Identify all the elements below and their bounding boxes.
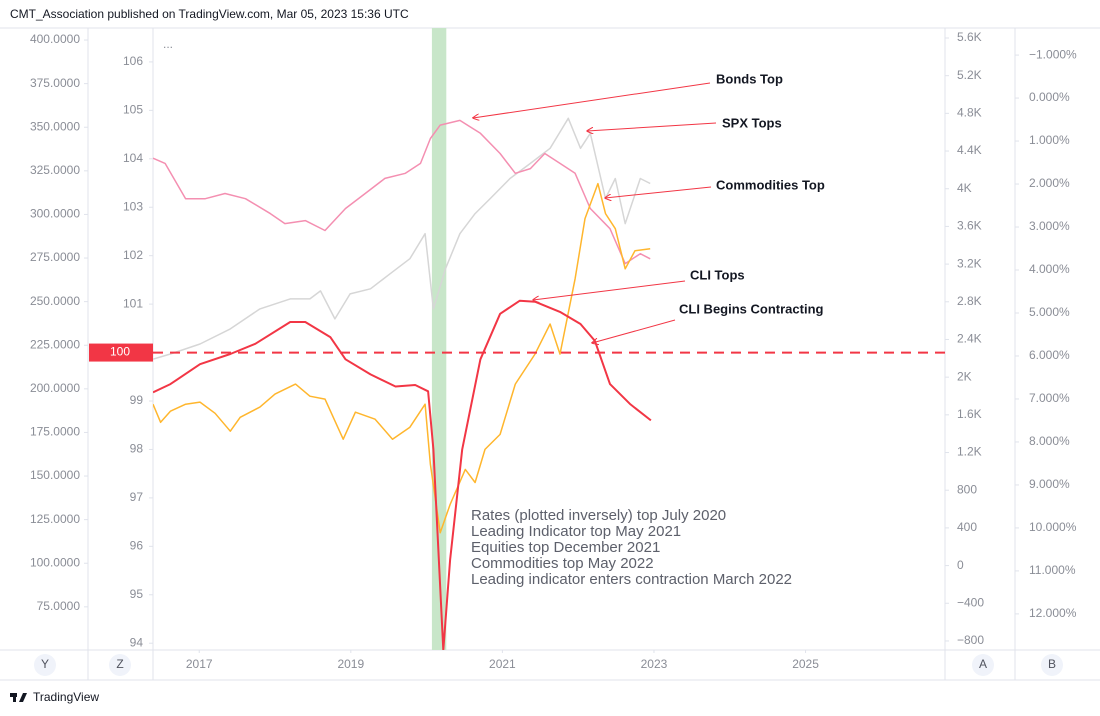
axis-tick-label: 1.2K xyxy=(957,445,982,459)
annotation-arrow xyxy=(592,319,676,343)
axis-tick-label: 9.000% xyxy=(1029,477,1070,491)
series-line xyxy=(153,117,651,360)
axis-tick-label: 1.6K xyxy=(957,407,982,421)
axis-tick-label: 3.000% xyxy=(1029,219,1070,233)
axis-tick-label: 125.0000 xyxy=(30,512,80,526)
x-tick-label: 2025 xyxy=(792,657,819,671)
x-tick-label: 2021 xyxy=(489,657,516,671)
axis-tick-label: 96 xyxy=(130,539,144,553)
axis-tick-label: 11.000% xyxy=(1029,563,1076,577)
axis-tick-label: 400.0000 xyxy=(30,32,80,46)
axis-tick-label: 7.000% xyxy=(1029,391,1070,405)
axis-tick-label: 0 xyxy=(957,558,964,572)
axis-tick-label: 2K xyxy=(957,369,972,383)
axis-tick-label: 8.000% xyxy=(1029,434,1070,448)
axis-tick-label: −400 xyxy=(957,595,984,609)
axis-tick-label: 200.0000 xyxy=(30,381,80,395)
plot xyxy=(153,28,652,650)
axis-tick-label: 75.0000 xyxy=(37,599,81,613)
axis-tick-label: 5.2K xyxy=(957,68,982,82)
note-line: Leading Indicator top May 2021 xyxy=(471,523,681,540)
series-line xyxy=(153,299,652,650)
footer: TradingView xyxy=(33,690,99,704)
axis-tick-label: −1.000% xyxy=(1029,47,1077,61)
axis-tick-label: 4.4K xyxy=(957,143,982,157)
axis-tick-label: 3.2K xyxy=(957,256,982,270)
axis-tick-label: 2.000% xyxy=(1029,176,1070,190)
axis-tick-label: 12.000% xyxy=(1029,606,1077,620)
series-line xyxy=(153,119,651,265)
axis-tick-label: 5.6K xyxy=(957,30,982,44)
axis-tick-label: 97 xyxy=(130,490,144,504)
note-line: Equities top December 2021 xyxy=(471,539,660,556)
axis-tick-label: 0.000% xyxy=(1029,90,1070,104)
axis-tick-label: 101 xyxy=(123,296,143,310)
menu[interactable]: ... xyxy=(163,37,173,51)
axis-tick-label: 800 xyxy=(957,482,977,496)
x-tick-label: 2017 xyxy=(186,657,213,671)
axis-tick-label: 150.0000 xyxy=(30,468,80,482)
note-line: Leading indicator enters contraction Mar… xyxy=(471,571,792,588)
axis-tick-label: 325.0000 xyxy=(30,163,80,177)
annotation: Commodities Top xyxy=(716,177,825,192)
axis-tick-label: 94 xyxy=(130,635,144,649)
axis-tick-label: 2.8K xyxy=(957,294,982,308)
header: CMT_Association published on TradingView… xyxy=(10,7,409,21)
axis-tick-label: 100.0000 xyxy=(30,555,80,569)
axis-tick-label: 95 xyxy=(130,587,144,601)
axis-button[interactable] xyxy=(972,654,994,676)
level-label-bg xyxy=(89,343,153,362)
axis-tick-label: 10.000% xyxy=(1029,520,1077,534)
axis-tick-label: 225.0000 xyxy=(30,337,80,351)
annotation-arrow xyxy=(587,122,717,131)
axis-tick-label: 102 xyxy=(123,248,143,262)
axis-tick-label: 3.6K xyxy=(957,219,982,233)
note-line: Commodities top May 2022 xyxy=(471,555,654,572)
axis-tick-label: 4.8K xyxy=(957,106,982,120)
annotation-arrow xyxy=(533,280,686,300)
axis-name: A xyxy=(979,657,987,671)
annotation: CLI Tops xyxy=(690,267,745,282)
axis-tick-label: 6.000% xyxy=(1029,348,1070,362)
annotation: SPX Tops xyxy=(722,115,782,130)
note-line: Rates (plotted inversely) top July 2020 xyxy=(471,507,726,524)
axis-name: Y xyxy=(41,657,49,671)
axis-button[interactable] xyxy=(1041,654,1063,676)
annotation: Bonds Top xyxy=(716,71,783,86)
axis-tick-label: 5.000% xyxy=(1029,305,1070,319)
axis-tick-label: 300.0000 xyxy=(30,207,80,221)
axis-tick-label: 400 xyxy=(957,520,977,534)
axis-tick-label: −800 xyxy=(957,633,984,647)
series-line xyxy=(153,182,651,534)
axis-tick-label: 98 xyxy=(130,442,144,456)
axis-button[interactable] xyxy=(34,654,56,676)
axis-tick-label: 1.000% xyxy=(1029,133,1070,147)
axis-tick-label: 250.0000 xyxy=(30,294,80,308)
annotation-arrow xyxy=(473,82,711,118)
level-label: 100 xyxy=(110,345,130,359)
axis-tick-label: 4.000% xyxy=(1029,262,1070,276)
footer-logo: TradingView xyxy=(10,690,99,704)
axis-tick-label: 4K xyxy=(957,181,972,195)
axis-tick-label: 106 xyxy=(123,54,143,68)
axis-tick-label: 105 xyxy=(123,103,143,117)
axis-name: B xyxy=(1048,657,1056,671)
annotation: CLI Begins Contracting xyxy=(679,301,824,316)
axis-tick-label: 350.0000 xyxy=(30,119,80,133)
axis-tick-label: 275.0000 xyxy=(30,250,80,264)
axis-button[interactable] xyxy=(109,654,131,676)
axis-tick-label: 104 xyxy=(123,151,143,165)
annotation-arrow xyxy=(605,186,712,198)
axis-tick-label: 99 xyxy=(130,393,144,407)
axis-tick-label: 103 xyxy=(123,199,143,213)
axis-tick-label: 2.4K xyxy=(957,332,982,346)
x-tick-label: 2023 xyxy=(641,657,668,671)
x-tick-label: 2019 xyxy=(337,657,364,671)
axis-name: Z xyxy=(116,657,123,671)
axis-tick-label: 175.0000 xyxy=(30,425,80,439)
axis-tick-label: 375.0000 xyxy=(30,76,80,90)
